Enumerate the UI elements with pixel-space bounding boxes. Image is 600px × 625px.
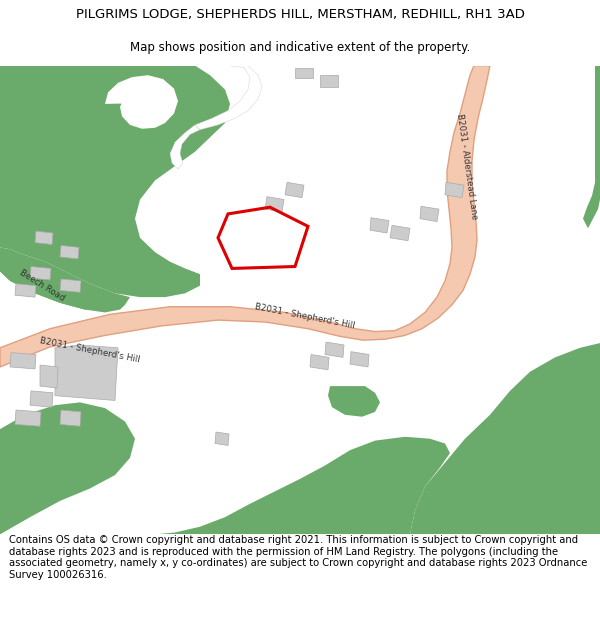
Polygon shape <box>0 209 130 309</box>
Text: B2031 - Alderstead Lane: B2031 - Alderstead Lane <box>455 112 479 219</box>
Polygon shape <box>320 75 338 87</box>
Text: PILGRIMS LODGE, SHEPHERDS HILL, MERSTHAM, REDHILL, RH1 3AD: PILGRIMS LODGE, SHEPHERDS HILL, MERSTHAM… <box>76 8 524 21</box>
Polygon shape <box>60 279 81 292</box>
Polygon shape <box>15 284 36 297</box>
Text: Contains OS data © Crown copyright and database right 2021. This information is : Contains OS data © Crown copyright and d… <box>9 535 587 580</box>
Polygon shape <box>10 352 36 369</box>
Polygon shape <box>583 66 600 228</box>
Polygon shape <box>0 402 135 534</box>
Text: Map shows position and indicative extent of the property.: Map shows position and indicative extent… <box>130 41 470 54</box>
Polygon shape <box>0 66 230 297</box>
Polygon shape <box>60 246 79 259</box>
Polygon shape <box>15 410 41 426</box>
Polygon shape <box>60 410 81 426</box>
Polygon shape <box>325 342 344 357</box>
Polygon shape <box>155 437 450 534</box>
Polygon shape <box>35 231 53 244</box>
Polygon shape <box>0 252 125 312</box>
Polygon shape <box>310 354 329 370</box>
Polygon shape <box>40 365 58 388</box>
Polygon shape <box>0 66 490 367</box>
Polygon shape <box>195 66 262 130</box>
Polygon shape <box>350 352 369 367</box>
Polygon shape <box>370 217 389 233</box>
Polygon shape <box>215 432 229 446</box>
Polygon shape <box>265 197 284 212</box>
Polygon shape <box>285 182 304 198</box>
Polygon shape <box>328 386 380 417</box>
Polygon shape <box>410 343 600 534</box>
Polygon shape <box>295 68 313 78</box>
Polygon shape <box>390 226 410 241</box>
Text: Beech Road: Beech Road <box>18 268 66 303</box>
Polygon shape <box>55 345 118 401</box>
Polygon shape <box>60 77 202 169</box>
Text: B2031 - Shepherd's Hill: B2031 - Shepherd's Hill <box>39 337 141 365</box>
Polygon shape <box>30 266 51 280</box>
Polygon shape <box>445 182 464 198</box>
Polygon shape <box>170 125 200 169</box>
Polygon shape <box>30 391 53 407</box>
Text: B2031 - Shepherd's Hill: B2031 - Shepherd's Hill <box>254 302 356 331</box>
Polygon shape <box>420 206 439 221</box>
Polygon shape <box>105 75 178 129</box>
